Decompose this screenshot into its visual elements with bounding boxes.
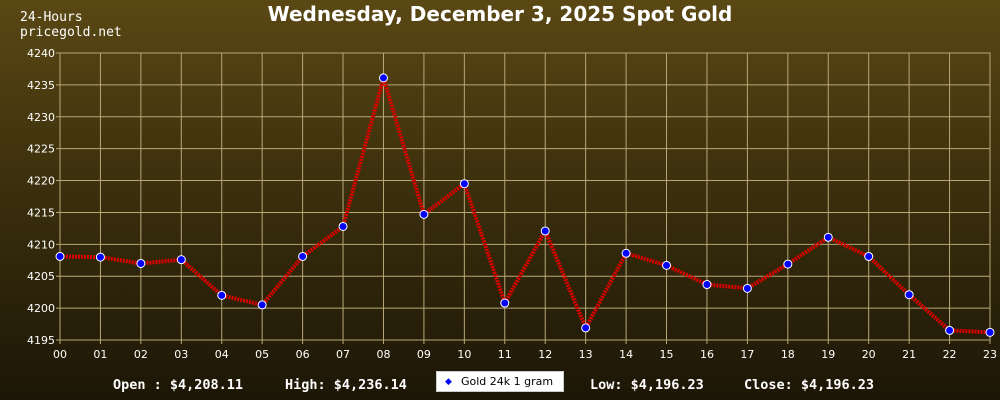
- x-tick-label: 00: [53, 348, 67, 361]
- data-point: [662, 260, 672, 270]
- site-name: pricegold.net: [20, 25, 122, 40]
- x-tick-label: 19: [821, 348, 835, 361]
- data-point: [702, 280, 712, 290]
- x-tick-label: 13: [579, 348, 593, 361]
- x-tick-label: 10: [457, 348, 471, 361]
- data-point: [176, 255, 186, 265]
- x-tick-label: 17: [740, 348, 754, 361]
- series-line: [59, 75, 991, 335]
- brand-block: 24-Hours pricegold.net: [20, 10, 122, 40]
- data-point: [985, 327, 995, 337]
- chart-legend: ◆ Gold 24k 1 gram: [436, 371, 564, 392]
- data-point: [338, 221, 348, 231]
- data-point: [217, 290, 227, 300]
- x-tick-label: 07: [336, 348, 350, 361]
- y-tick-label: 4215: [27, 206, 55, 219]
- data-point: [864, 251, 874, 261]
- data-point: [257, 300, 267, 310]
- x-tick-label: 15: [660, 348, 674, 361]
- x-tick-label: 03: [174, 348, 188, 361]
- x-tick-label: 18: [781, 348, 795, 361]
- data-point: [419, 209, 429, 219]
- data-point: [500, 298, 510, 308]
- data-point: [742, 283, 752, 293]
- y-tick-label: 4205: [27, 270, 55, 283]
- y-tick-label: 4210: [27, 238, 55, 251]
- plot-area: [59, 52, 991, 341]
- y-tick-label: 4235: [27, 79, 55, 92]
- x-tick-label: 21: [902, 348, 916, 361]
- data-point: [540, 226, 550, 236]
- data-point: [581, 323, 591, 333]
- x-tick-label: 14: [619, 348, 633, 361]
- close-price: Close: $4,196.23: [744, 377, 875, 393]
- x-tick-label: 06: [296, 348, 310, 361]
- low-price: Low: $4,196.23: [590, 377, 704, 393]
- x-tick-label: 16: [700, 348, 714, 361]
- x-tick-label: 23: [983, 348, 997, 361]
- y-tick-label: 4230: [27, 111, 55, 124]
- data-point: [136, 258, 146, 268]
- period-label: 24-Hours: [20, 10, 83, 25]
- x-tick-label: 11: [498, 348, 512, 361]
- y-tick-label: 4225: [27, 143, 55, 156]
- data-point: [55, 251, 65, 261]
- high-price: High: $4,236.14: [285, 377, 407, 393]
- legend-marker-icon: ◆: [445, 377, 452, 387]
- legend-label: Gold 24k 1 gram: [461, 375, 554, 388]
- data-point: [783, 259, 793, 269]
- data-point: [823, 232, 833, 242]
- open-price: Open : $4,208.11: [113, 377, 244, 393]
- y-tick-label: 4195: [27, 334, 55, 347]
- data-point: [95, 252, 105, 262]
- data-point: [945, 325, 955, 335]
- data-point: [378, 73, 388, 83]
- y-tick-label: 4200: [27, 302, 55, 315]
- chart-title: Wednesday, December 3, 2025 Spot Gold: [267, 2, 733, 26]
- x-tick-label: 08: [376, 348, 390, 361]
- x-tick-label: 04: [215, 348, 229, 361]
- x-tick-label: 20: [862, 348, 876, 361]
- x-tick-label: 01: [93, 348, 107, 361]
- y-tick-label: 4240: [27, 47, 55, 60]
- x-tick-label: 02: [134, 348, 148, 361]
- data-point: [621, 248, 631, 258]
- x-tick-label: 22: [943, 348, 957, 361]
- x-tick-label: 09: [417, 348, 431, 361]
- x-tick-label: 12: [538, 348, 552, 361]
- data-point: [459, 179, 469, 189]
- data-point: [904, 290, 914, 300]
- y-tick-label: 4220: [27, 175, 55, 188]
- data-point: [298, 251, 308, 261]
- x-tick-label: 05: [255, 348, 269, 361]
